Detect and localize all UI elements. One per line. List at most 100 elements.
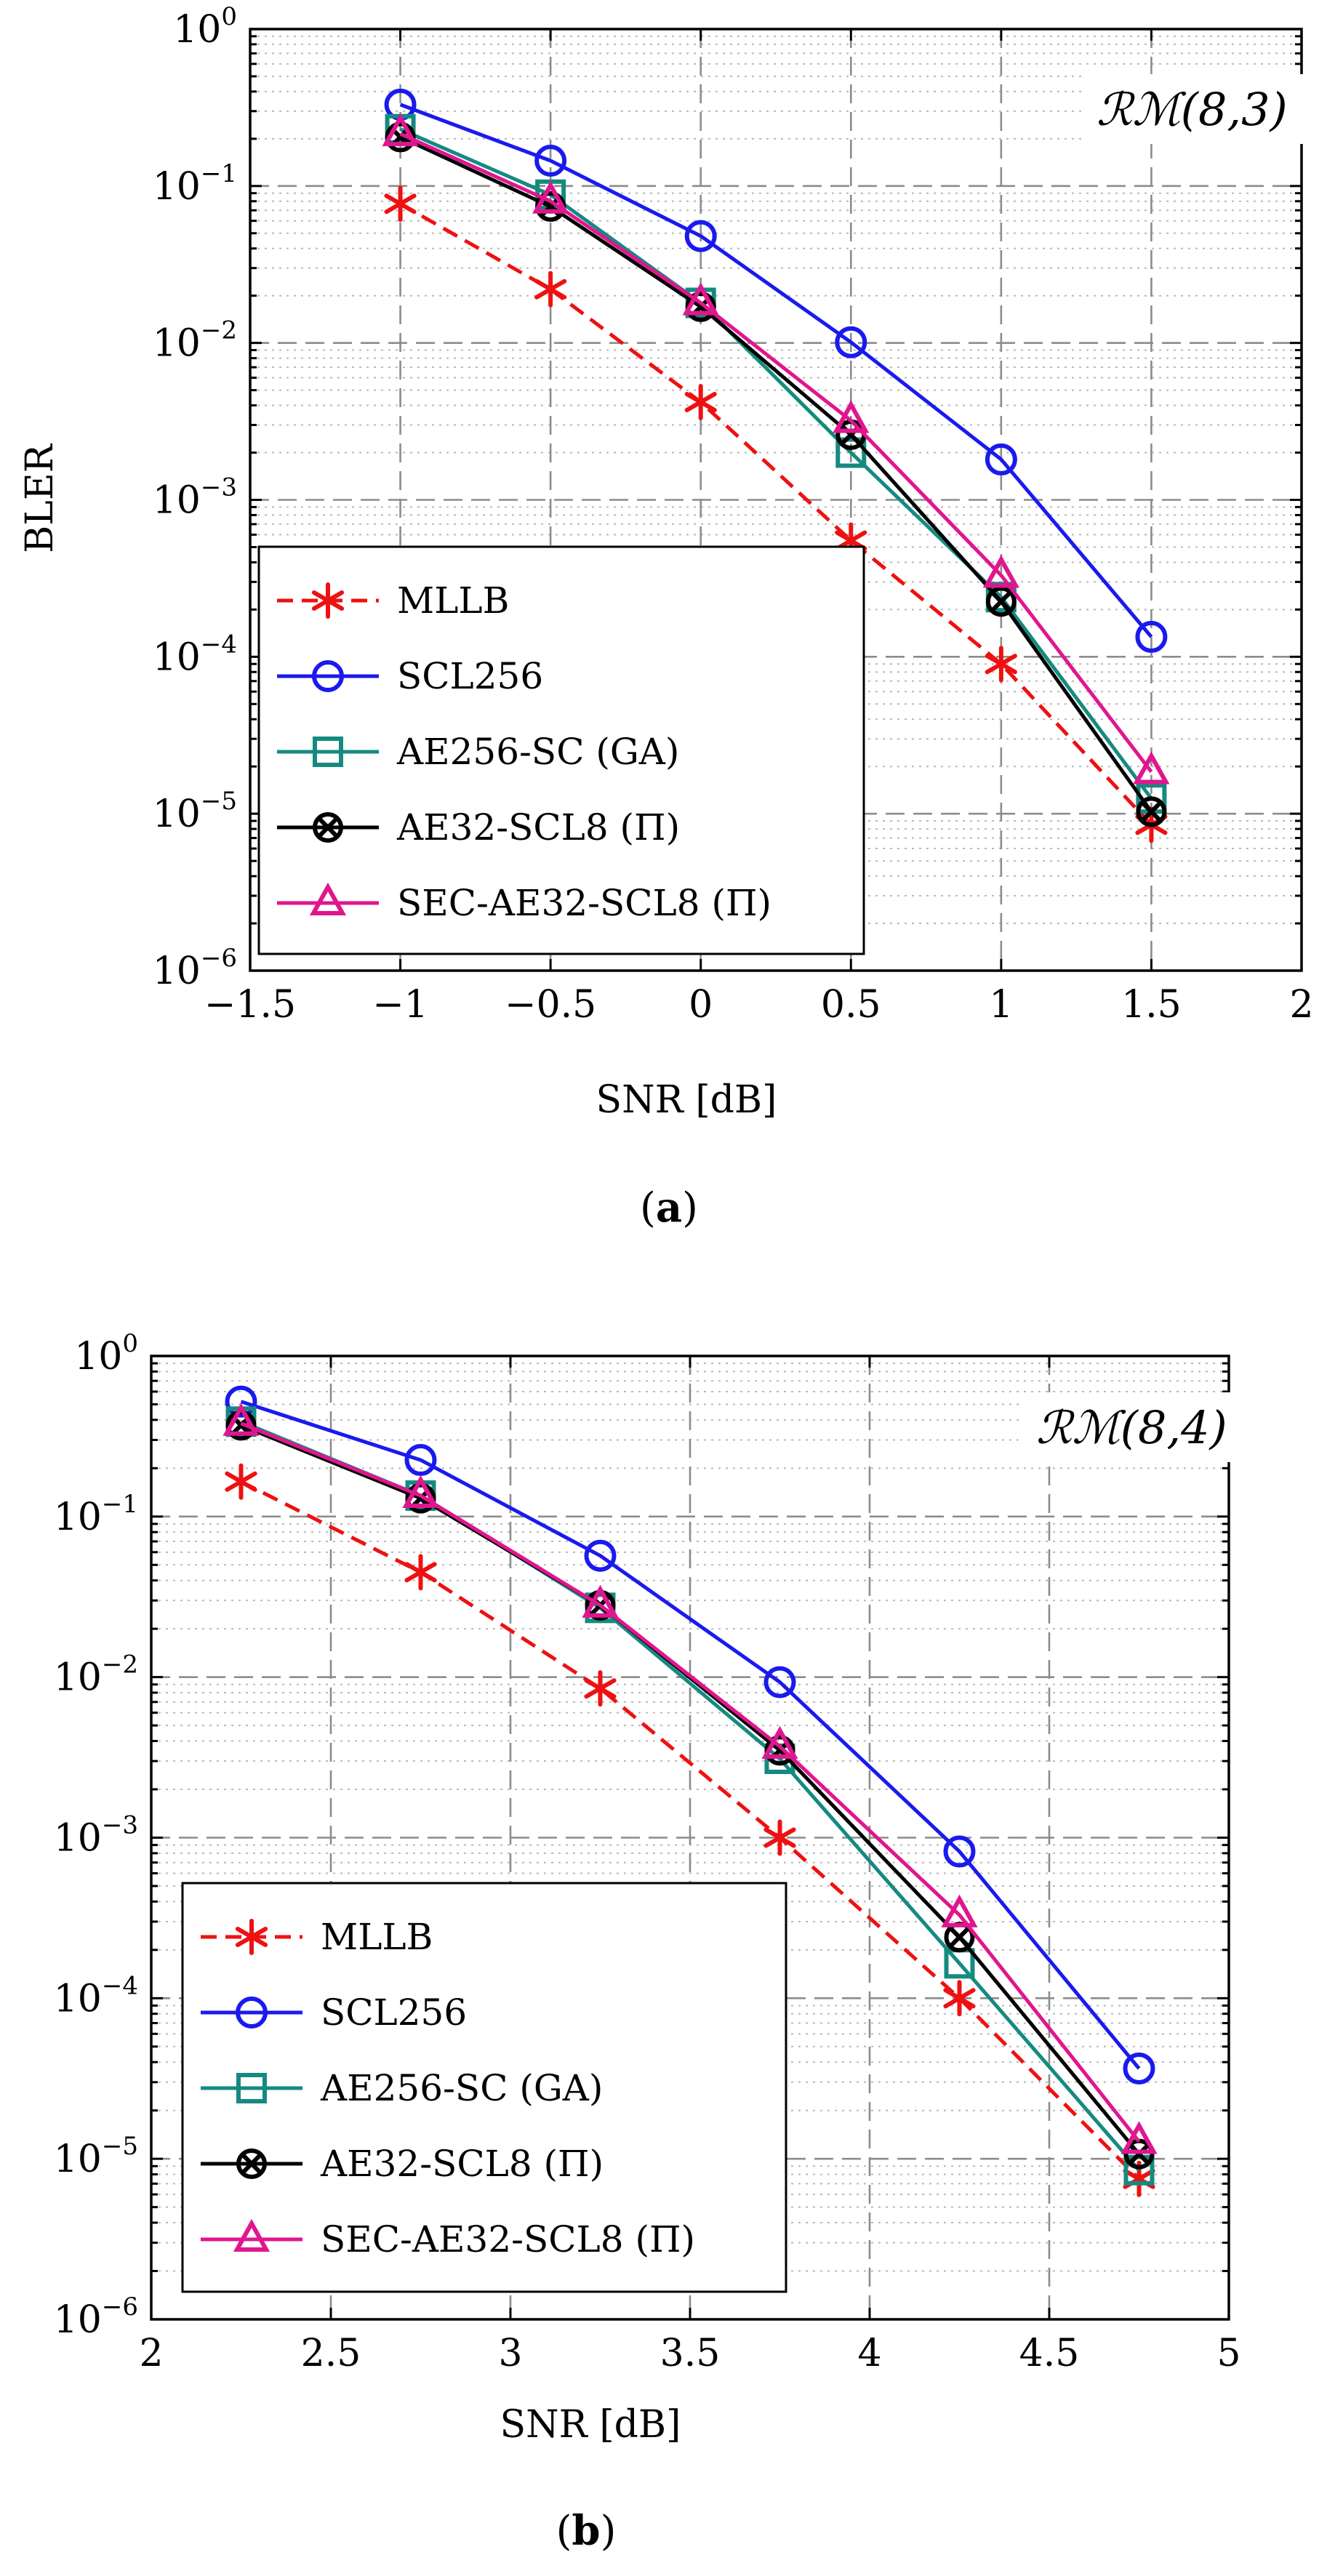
legend-marker: [311, 582, 345, 619]
legend-label: MLLB: [321, 1916, 433, 1958]
y-tick-label: 10−1: [153, 159, 237, 209]
series-sec-ae32-scl8: [382, 113, 1170, 785]
legend-item: SEC-AE32-SCL8 (Π): [201, 2218, 695, 2260]
legend-marker: [313, 737, 343, 767]
code-label-bg: [1082, 74, 1335, 144]
legend-item: SCL256: [277, 655, 543, 697]
data-point: [532, 180, 569, 214]
y-tick-label: 10−6: [54, 2292, 138, 2342]
series-sec-ae32-scl8: [222, 1403, 1158, 2154]
y-tick-label: 10−6: [153, 944, 237, 993]
legend-marker: [236, 2073, 267, 2103]
data-point: [682, 282, 719, 316]
data-point: [684, 220, 717, 252]
data-point: [943, 1980, 976, 2017]
plot-frame: [249, 28, 1303, 972]
x-tick-label: 4: [857, 2332, 881, 2375]
legend-item: AE32-SCL8 (Π): [201, 2143, 604, 2185]
data-point: [225, 1463, 257, 1500]
series-line: [240, 1400, 1141, 2070]
chart-panel-a: −1.5 −1 −0.5 0 0.5 1 1.5 2 100 10−1 10−2 10−3 10−4 10…: [18, 2, 1335, 1232]
series-mllb: [384, 185, 1168, 843]
legend-marker: [236, 1997, 268, 2029]
series-line: [399, 127, 1153, 800]
data-point: [225, 1385, 257, 1418]
x-tick-label: 1.5: [1121, 983, 1182, 1027]
data-point: [763, 1666, 796, 1698]
x-tick-label: 3: [498, 2332, 522, 2375]
x-tick-label: −1: [372, 983, 428, 1027]
data-point: [382, 113, 419, 147]
series-line: [240, 1480, 1141, 2180]
panel-caption: (b): [556, 2507, 617, 2555]
x-tick-label: 2: [139, 2332, 163, 2375]
legend-label: MLLB: [397, 579, 509, 622]
series-line: [399, 135, 1153, 813]
data-point: [833, 400, 870, 433]
panel-caption: (a): [640, 1184, 698, 1232]
data-point: [404, 1554, 437, 1591]
data-point: [222, 1403, 260, 1436]
data-point: [1123, 2138, 1155, 2170]
data-point: [941, 1894, 978, 1927]
data-point: [384, 185, 417, 222]
code-label: ℛℳ(8,4): [1036, 1401, 1227, 1454]
code-label-box: ℛℳ(8,4): [1022, 1392, 1327, 1462]
data-point: [1135, 620, 1168, 653]
y-tick-label: 100: [173, 2, 237, 52]
x-tick-label: 0.5: [821, 983, 881, 1027]
series-scl256: [384, 88, 1168, 653]
x-tick-label: 4.5: [1019, 2332, 1080, 2375]
data-point: [982, 555, 1019, 588]
data-point: [835, 326, 867, 358]
x-tick-label: −0.5: [505, 983, 596, 1027]
y-tick-label: 10−3: [54, 1811, 138, 1861]
legend-label: AE256-SC (GA): [320, 2067, 603, 2109]
data-point: [985, 646, 1017, 683]
data-point: [534, 270, 567, 308]
legend-item: SEC-AE32-SCL8 (Π): [277, 882, 771, 924]
x-tick-label: 0: [689, 983, 713, 1027]
x-tick-label: −1.5: [204, 983, 296, 1027]
legend-label: AE32-SCL8 (Π): [320, 2143, 604, 2185]
y-tick-label: 10−5: [54, 2132, 138, 2181]
data-point: [835, 437, 867, 468]
x-axis-label: SNR [dB]: [500, 2403, 681, 2447]
data-point: [404, 1444, 437, 1477]
y-tick-label: 10−4: [153, 630, 237, 679]
data-point: [582, 1584, 619, 1618]
legend: MLLB SCL256 AE256-SC (GA) AE32-SCL8 (Π) SEC-…: [181, 1882, 787, 2293]
chart-panel-b: 2 2.5 3 3.5 4 4.5 5 100 10−1 10−2 10−3 10−4 10−5 10−6…: [54, 1329, 1327, 2555]
series-line: [399, 103, 1153, 638]
data-point: [1120, 2121, 1158, 2154]
code-label: ℛℳ(8,3): [1097, 83, 1288, 136]
data-point: [761, 1725, 798, 1760]
plot-frame: [150, 1355, 1230, 2321]
legend-item: MLLB: [277, 579, 509, 622]
x-tick-label: 2.5: [301, 2332, 361, 2375]
legend-label: SCL256: [397, 655, 543, 697]
data-point: [985, 586, 1017, 617]
legend-marker: [309, 882, 347, 915]
data-point: [584, 1539, 617, 1572]
y-tick-label: 10−3: [153, 473, 237, 523]
data-point: [943, 1835, 976, 1868]
y-tick-label: 10−4: [54, 1971, 138, 2021]
code-label-box: ℛℳ(8,3): [1082, 74, 1335, 144]
x-tick-label: 2: [1289, 983, 1313, 1027]
data-point: [402, 1474, 439, 1509]
y-axis-label: BLER: [18, 443, 62, 553]
legend-item: MLLB: [201, 1916, 433, 1958]
data-point: [534, 145, 567, 177]
legend-marker: [235, 1919, 268, 1955]
legend: MLLB SCL256 AE256-SC (GA) AE32-SCL8 (Π) SEC-…: [257, 545, 865, 955]
legend-label: AE32-SCL8 (Π): [396, 806, 680, 848]
data-point: [985, 443, 1017, 476]
data-point: [1133, 751, 1170, 785]
data-point: [763, 1819, 796, 1856]
legend-label: SEC-AE32-SCL8 (Π): [397, 882, 771, 924]
legend-item: AE256-SC (GA): [201, 2067, 603, 2109]
y-tick-label: 10−1: [54, 1490, 138, 1539]
legend-item: SCL256: [201, 1991, 467, 2034]
